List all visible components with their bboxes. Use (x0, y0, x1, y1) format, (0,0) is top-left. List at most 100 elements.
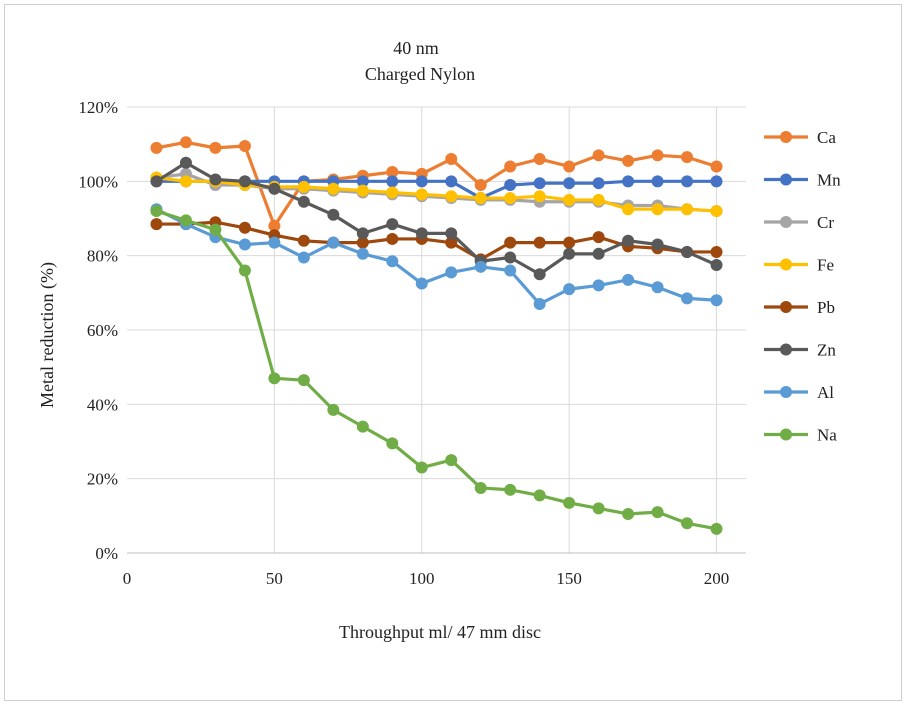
data-point-na (592, 502, 605, 515)
data-point-mn (504, 179, 517, 192)
data-point-na (209, 223, 222, 236)
data-point-al (415, 277, 428, 290)
data-point-na (150, 205, 163, 218)
series-ca (150, 136, 723, 232)
legend-swatch-marker (780, 173, 792, 186)
legend-item-mn: Mn (764, 171, 841, 190)
legend-label: Cr (817, 213, 834, 232)
legend-label: Al (817, 383, 834, 402)
data-point-zn (386, 218, 399, 231)
data-point-ca (533, 153, 546, 166)
data-point-pb (238, 221, 251, 234)
y-tick-label: 60% (87, 321, 118, 340)
data-point-na (474, 481, 487, 494)
legend-swatch-marker (780, 301, 792, 313)
data-point-zn (710, 258, 723, 271)
data-point-na (681, 517, 694, 530)
data-point-pb (563, 236, 576, 249)
data-point-al (474, 260, 487, 273)
data-point-pb (533, 236, 546, 249)
data-point-ca (238, 140, 251, 153)
data-point-pb (356, 236, 369, 249)
data-point-fe (356, 184, 369, 197)
data-point-zn (238, 175, 251, 188)
y-tick-label: 20% (87, 470, 118, 489)
data-point-al (533, 297, 546, 310)
data-point-al (356, 247, 369, 260)
legend-item-pb: Pb (764, 298, 835, 317)
series-al (150, 203, 723, 310)
data-point-fe (710, 205, 723, 218)
data-point-ca (681, 151, 694, 164)
data-point-ca (268, 219, 281, 232)
data-point-al (710, 294, 723, 307)
data-point-zn (681, 245, 694, 258)
data-point-na (710, 522, 723, 535)
y-axis-title: Metal reduction (%) (37, 262, 58, 408)
data-point-al (238, 238, 251, 251)
data-point-pb (445, 236, 458, 249)
data-point-na (327, 403, 340, 416)
legend-item-ca: Ca (764, 128, 836, 147)
data-point-na (445, 454, 458, 467)
legend-item-zn: Zn (764, 341, 836, 360)
data-point-al (297, 251, 310, 264)
data-point-ca (386, 166, 399, 179)
data-point-ca (592, 149, 605, 162)
data-point-ca (445, 153, 458, 166)
legend-swatch-marker (780, 428, 792, 441)
data-point-na (651, 506, 664, 519)
y-tick-label: 120% (78, 98, 118, 117)
data-point-fe (297, 180, 310, 193)
data-point-na (238, 264, 251, 277)
data-point-pb (592, 231, 605, 244)
data-point-zn (651, 238, 664, 251)
data-point-zn (327, 208, 340, 221)
data-point-na (386, 437, 399, 450)
data-point-mn (592, 177, 605, 190)
data-point-mn (356, 175, 369, 188)
legend-label: Mn (817, 171, 841, 190)
series-line-al (155, 207, 717, 306)
data-point-al (622, 273, 635, 286)
data-point-zn (445, 227, 458, 240)
data-point-fe (533, 190, 546, 203)
legend-swatch-marker (780, 343, 792, 356)
legend-item-na: Na (764, 426, 837, 445)
data-point-al (681, 292, 694, 305)
legend-swatch-marker (780, 258, 792, 271)
data-point-na (179, 214, 192, 227)
data-point-mn (651, 175, 664, 188)
x-tick-label: 100 (409, 569, 435, 588)
data-point-pb (150, 218, 163, 231)
data-point-fe (563, 193, 576, 206)
data-point-ca (209, 141, 222, 154)
data-point-mn (563, 177, 576, 190)
data-point-mn (386, 175, 399, 188)
data-point-pb (504, 236, 517, 249)
legend-label: Fe (817, 256, 834, 275)
data-point-na (297, 374, 310, 387)
data-point-zn (268, 182, 281, 195)
data-point-na (533, 489, 546, 502)
data-point-na (622, 507, 635, 520)
data-point-zn (297, 195, 310, 208)
series-na (150, 205, 723, 535)
data-point-al (445, 266, 458, 279)
data-point-al (563, 283, 576, 296)
legend-item-al: Al (764, 383, 834, 402)
data-point-ca (150, 141, 163, 154)
legend-item-cr: Cr (764, 213, 834, 232)
data-point-na (268, 372, 281, 385)
data-point-fe (415, 188, 428, 201)
data-point-fe (592, 193, 605, 206)
data-point-fe (622, 203, 635, 216)
x-tick-label: 0 (123, 569, 132, 588)
data-point-fe (327, 182, 340, 195)
x-tick-label: 200 (704, 569, 730, 588)
data-point-fe (445, 190, 458, 203)
data-point-al (504, 264, 517, 277)
legend: Ca Mn Cr Fe Pb Zn Al Na (764, 128, 841, 445)
legend-item-fe: Fe (764, 256, 834, 275)
series-zn (150, 156, 723, 281)
